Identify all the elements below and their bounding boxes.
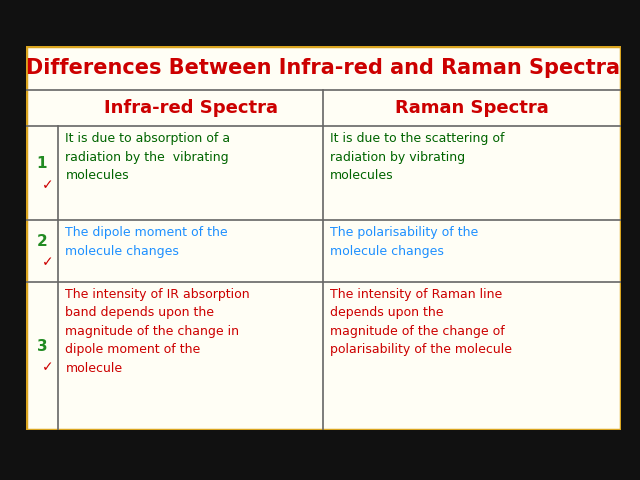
Text: ✓: ✓: [42, 255, 54, 270]
Text: The intensity of Raman line
depends upon the
magnitude of the change of
polarisa: The intensity of Raman line depends upon…: [330, 288, 513, 356]
Text: Infra-red Spectra: Infra-red Spectra: [104, 99, 278, 117]
Text: The dipole moment of the
molecule changes: The dipole moment of the molecule change…: [65, 226, 228, 258]
Text: The polarisability of the
molecule changes: The polarisability of the molecule chang…: [330, 226, 479, 258]
Text: The intensity of IR absorption
band depends upon the
magnitude of the change in
: The intensity of IR absorption band depe…: [65, 288, 250, 374]
Text: It is due to absorption of a
radiation by the  vibrating
molecules: It is due to absorption of a radiation b…: [65, 132, 230, 182]
Text: 2: 2: [36, 234, 47, 249]
Text: 3: 3: [36, 338, 47, 354]
Text: It is due to the scattering of
radiation by vibrating
molecules: It is due to the scattering of radiation…: [330, 132, 505, 182]
Text: ✓: ✓: [42, 178, 54, 192]
Text: 1: 1: [36, 156, 47, 171]
Text: Raman Spectra: Raman Spectra: [395, 99, 549, 117]
Text: ✓: ✓: [42, 360, 54, 374]
Text: Differences Between Infra-red and Raman Spectra: Differences Between Infra-red and Raman …: [26, 58, 620, 78]
